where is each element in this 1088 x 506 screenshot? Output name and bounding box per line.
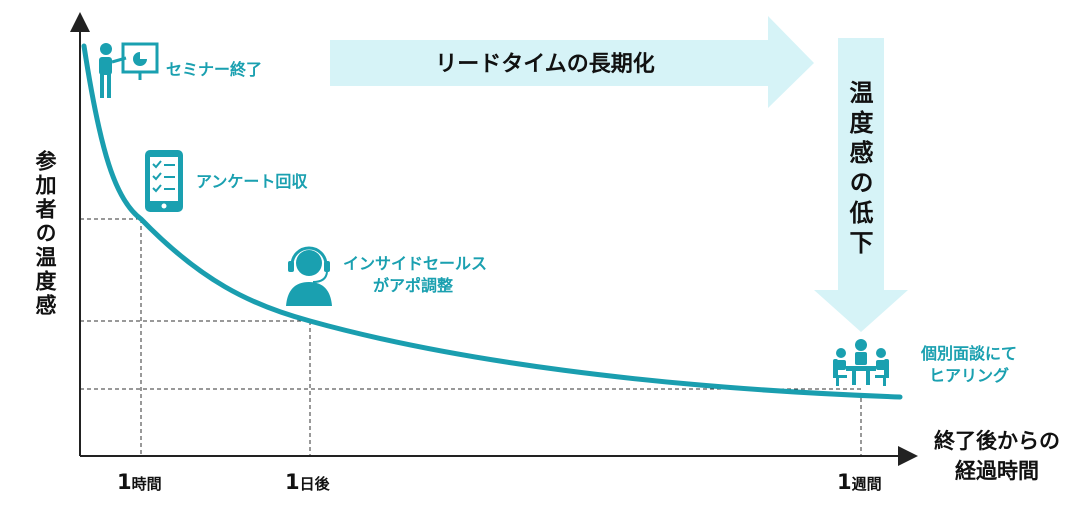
tick-1-hour: 1時間 bbox=[117, 470, 162, 494]
tick-1-day: 1日後 bbox=[285, 470, 330, 494]
inside-sales-label-2: がアポ調整 bbox=[372, 276, 453, 295]
temperature-drop-text: 温度感の低下 bbox=[845, 80, 873, 260]
seminar-label: セミナー終了 bbox=[166, 60, 263, 79]
presenter-icon bbox=[99, 42, 159, 98]
tick-number: 1 bbox=[837, 470, 852, 494]
x-axis-label: 終了後からの 経過時間 bbox=[934, 429, 1060, 483]
tick-1-week: 1週間 bbox=[837, 470, 882, 494]
lead-time-banner-text: リードタイムの長期化 bbox=[435, 52, 655, 77]
tick-unit: 日後 bbox=[299, 475, 330, 493]
tablet-checklist-icon bbox=[145, 150, 183, 212]
tick-number: 1 bbox=[285, 470, 300, 494]
tick-unit: 時間 bbox=[131, 475, 162, 493]
meeting-label-1: 個別面談にて bbox=[920, 344, 1017, 363]
survey-label: アンケート回収 bbox=[196, 172, 308, 191]
temperature-drop-arrow bbox=[814, 38, 908, 332]
guide-lines bbox=[80, 218, 862, 456]
temperature-curve bbox=[81, 43, 903, 400]
headset-operator-icon bbox=[286, 246, 332, 306]
lead-time-banner-arrow bbox=[330, 16, 814, 108]
meeting-label-2: ヒアリング bbox=[928, 366, 1009, 385]
tick-number: 1 bbox=[117, 470, 132, 494]
meeting-table-icon bbox=[833, 339, 889, 386]
tick-unit: 週間 bbox=[851, 475, 882, 493]
y-axis-label: 参加者の温度感 bbox=[33, 150, 57, 318]
inside-sales-label-1: インサイドセールス bbox=[343, 254, 488, 273]
